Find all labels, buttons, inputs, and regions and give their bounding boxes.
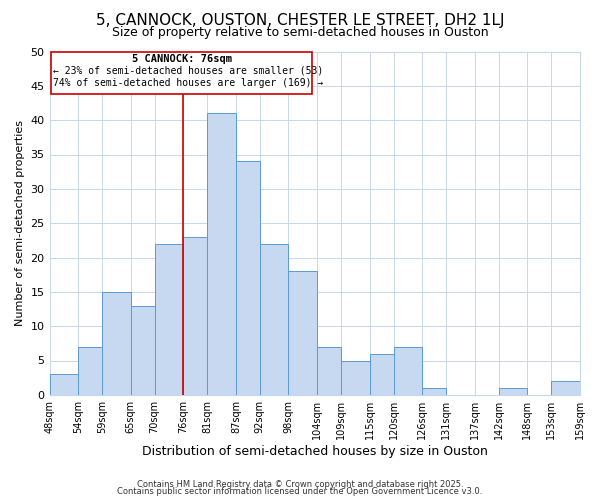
Bar xyxy=(236,162,260,395)
Text: 5, CANNOCK, OUSTON, CHESTER LE STREET, DH2 1LJ: 5, CANNOCK, OUSTON, CHESTER LE STREET, D… xyxy=(96,12,504,28)
Text: 74% of semi-detached houses are larger (169) →: 74% of semi-detached houses are larger (… xyxy=(53,78,323,88)
Bar xyxy=(78,347,102,395)
Bar xyxy=(317,347,341,395)
Bar xyxy=(207,114,236,395)
Bar xyxy=(422,388,446,395)
Bar xyxy=(102,292,131,395)
Bar xyxy=(370,354,394,395)
Text: Contains HM Land Registry data © Crown copyright and database right 2025.: Contains HM Land Registry data © Crown c… xyxy=(137,480,463,489)
Text: 5 CANNOCK: 76sqm: 5 CANNOCK: 76sqm xyxy=(131,54,232,64)
Bar xyxy=(184,237,207,395)
Bar xyxy=(289,271,317,395)
Text: Contains public sector information licensed under the Open Government Licence v3: Contains public sector information licen… xyxy=(118,487,482,496)
Bar xyxy=(131,306,155,395)
Bar xyxy=(50,374,78,395)
Bar xyxy=(499,388,527,395)
Bar xyxy=(260,244,289,395)
X-axis label: Distribution of semi-detached houses by size in Ouston: Distribution of semi-detached houses by … xyxy=(142,444,488,458)
Text: ← 23% of semi-detached houses are smaller (53): ← 23% of semi-detached houses are smalle… xyxy=(53,66,323,76)
Text: Size of property relative to semi-detached houses in Ouston: Size of property relative to semi-detach… xyxy=(112,26,488,39)
Bar xyxy=(551,381,580,395)
FancyBboxPatch shape xyxy=(51,52,313,94)
Y-axis label: Number of semi-detached properties: Number of semi-detached properties xyxy=(15,120,25,326)
Bar xyxy=(394,347,422,395)
Bar xyxy=(341,360,370,395)
Bar xyxy=(155,244,184,395)
